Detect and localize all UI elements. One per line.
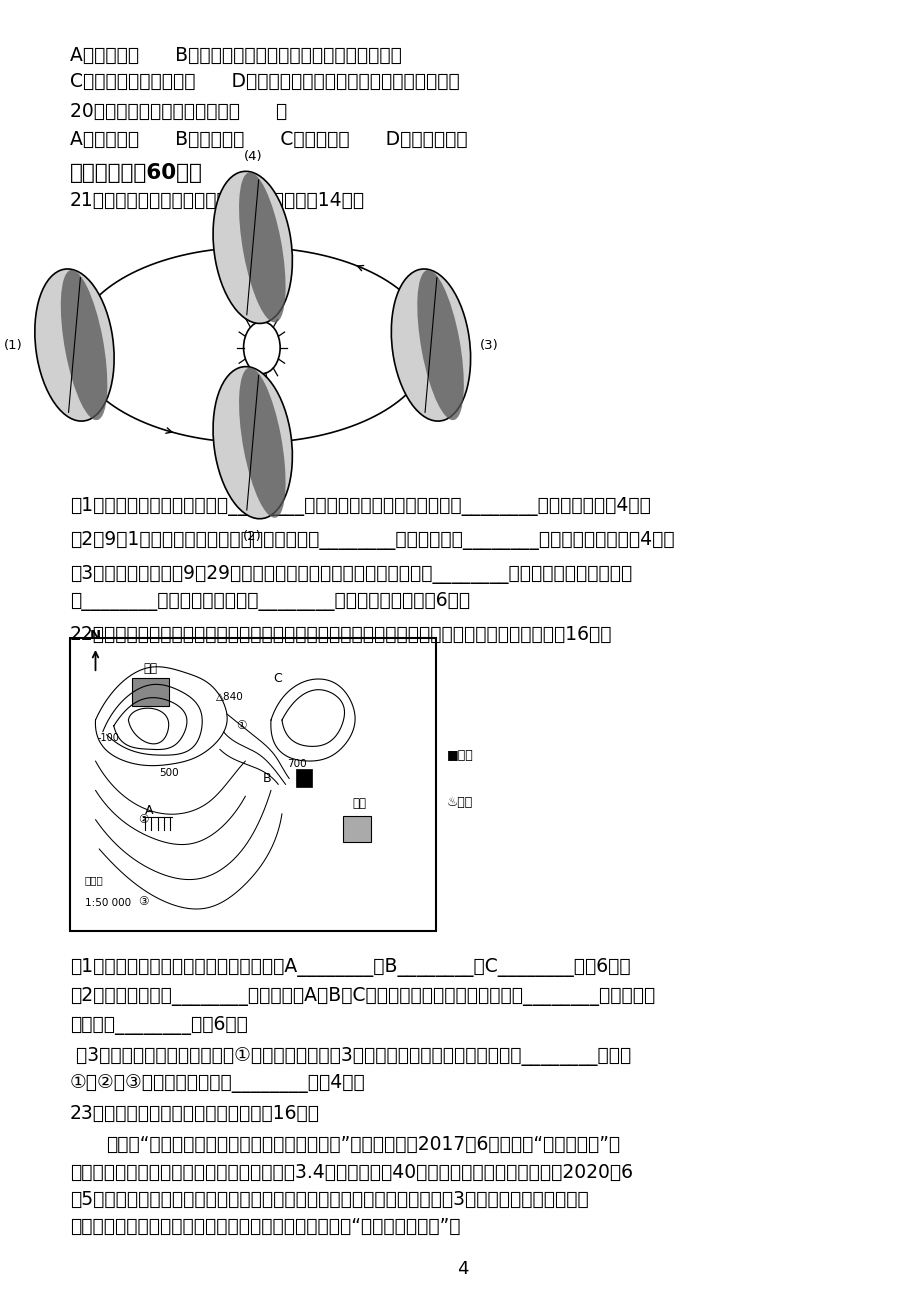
Text: N: N [90, 629, 101, 642]
Text: 22．某中学兴趣小组到学校附近进行野外考察活动，读考察地区等高线示意图，回答下列问题。（16分）: 22．某中学兴趣小组到学校附近进行野外考察活动，读考察地区等高线示意图，回答下列… [70, 625, 612, 644]
Text: 二、综合题（60分）: 二、综合题（60分） [70, 163, 202, 182]
Bar [295, 769, 312, 788]
Ellipse shape [213, 172, 292, 323]
Text: 甲村: 甲村 [143, 663, 157, 674]
Text: 1:50 000: 1:50 000 [85, 898, 130, 909]
Circle shape [244, 322, 280, 374]
Text: B: B [263, 772, 271, 785]
Text: 创造了中国首次双体帆船环球航行的记录。下图为徐京坤“环球航行路线图”。: 创造了中国首次双体帆船环球航行的记录。下图为徐京坤“环球航行路线图”。 [70, 1217, 460, 1237]
Text: (3): (3) [480, 339, 498, 352]
Bar [70, 638, 435, 931]
Text: 500: 500 [159, 768, 178, 777]
Text: A．板块内部      B．欧亚板块、非洲板块和太平洋板块交界处: A．板块内部 B．欧亚板块、非洲板块和太平洋板块交界处 [70, 46, 402, 65]
Text: ②: ② [138, 814, 148, 825]
Text: ♨温泉: ♨温泉 [446, 796, 472, 809]
Text: (2): (2) [244, 530, 262, 543]
Text: 21．读地球公转轨道示意图，回答下列问题。（14分）: 21．读地球公转轨道示意图，回答下列问题。（14分） [70, 191, 365, 211]
Text: （1）地球的自转是指地球绕着________的旋转运动，自转的同时还围绕________不停地公转。（4分）: （1）地球的自转是指地球绕着________的旋转运动，自转的同时还围绕____… [70, 497, 650, 517]
Text: 700: 700 [287, 759, 306, 769]
Text: (4): (4) [244, 151, 262, 164]
Text: ①: ① [236, 720, 246, 732]
Text: ③: ③ [138, 896, 148, 907]
Text: 变________，因为地球直射点向________（填方向）移动。（6分）: 变________，因为地球直射点向________（填方向）移动。（6分） [70, 592, 470, 612]
Text: A: A [144, 805, 153, 818]
Bar [132, 677, 168, 706]
Text: (1): (1) [4, 339, 22, 352]
Text: （1）写出图中字母代表的地形部位名称：A________、B________、C________。（6分）: （1）写出图中字母代表的地形部位名称：A________、B________、C… [70, 958, 630, 978]
Text: 4: 4 [457, 1260, 468, 1279]
Text: （3）今年的中秋节是9月29日，中秋节当天合肥市的昼夜长短情况是________，与开学第一天相比，昼: （3）今年的中秋节是9月29日，中秋节当天合肥市的昼夜长短情况是________… [70, 565, 631, 585]
Text: （2）甲村在乙村的________方向。图中A、B、C三处最有可能开展攀岩运动的是________，可能发育: （2）甲村在乙村的________方向。图中A、B、C三处最有可能开展攀岩运动的… [70, 987, 654, 1006]
Text: 月5日凌晨，徐京坤驾驶帆船抑达葡萄牙亚速尔群岛附近海域，就此成就历时3年之久的环球航行壮举，: 月5日凌晨，徐京坤驾驶帆船抑达葡萄牙亚速尔群岛附近海域，就此成就历时3年之久的环… [70, 1190, 588, 1210]
Text: 23．阅读图文材料，回答下列问题。（16分）: 23．阅读图文材料，回答下列问题。（16分） [70, 1104, 320, 1124]
Ellipse shape [417, 270, 463, 421]
Text: ■煤炭: ■煤炭 [446, 749, 472, 762]
Text: （2）9月1日是开学第一天，这一天地球公转至________（填数字）和________（填数字）之间。（4分）: （2）9月1日是开学第一天，这一天地球公转至________（填数字）和____… [70, 531, 674, 551]
Text: ①、②、③处地形最平坦的是________。（4分）: ①、②、③处地形最平坦的是________。（4分） [70, 1074, 365, 1094]
Text: 被誉为“人类历史上第一位环球航行的独臂船长”的徐京坤，于2017年6月，驾驶“青岛梦想号”双: 被誉为“人类历史上第一位环球航行的独臂船长”的徐京坤，于2017年6月，驾驶“青… [107, 1135, 620, 1155]
Text: （3）在图中量得乙村到观察点①的图上直线距离是3厘米，则两地间的实地直线距离是________千米。: （3）在图中量得乙村到观察点①的图上直线距离是3厘米，则两地间的实地直线距离是_… [70, 1047, 630, 1066]
Bar [343, 816, 370, 842]
Text: -100: -100 [97, 733, 119, 742]
Text: 比例尺: 比例尺 [85, 875, 103, 885]
Text: △840: △840 [216, 691, 244, 702]
Ellipse shape [213, 367, 292, 518]
Ellipse shape [61, 270, 108, 421]
Ellipse shape [391, 270, 471, 421]
Text: C．环太平洋火山地震带      D．欧亚板块、非洲板块和印度洋板块交界处: C．环太平洋火山地震带 D．欧亚板块、非洲板块和印度洋板块交界处 [70, 72, 460, 91]
Ellipse shape [35, 270, 114, 421]
Ellipse shape [239, 172, 285, 323]
Text: 乙村: 乙村 [352, 797, 366, 810]
Text: 体帆船从土耳其正式起航。本次环球航行全程3.4万海里，途经40多个国家和地区，四跨赤道。2020年6: 体帆船从土耳其正式起航。本次环球航行全程3.4万海里，途经40多个国家和地区，四… [70, 1163, 632, 1182]
Text: 20．土耳其地震的根本原因是（      ）: 20．土耳其地震的根本原因是（ ） [70, 102, 287, 121]
Text: A．海陆变迁      B．板块运动      C．大陆漂移      D．海平面升降: A．海陆变迁 B．板块运动 C．大陆漂移 D．海平面升降 [70, 130, 467, 150]
Text: 河流的是________。（6分）: 河流的是________。（6分） [70, 1016, 247, 1035]
Ellipse shape [239, 367, 285, 518]
Text: C: C [274, 673, 282, 685]
